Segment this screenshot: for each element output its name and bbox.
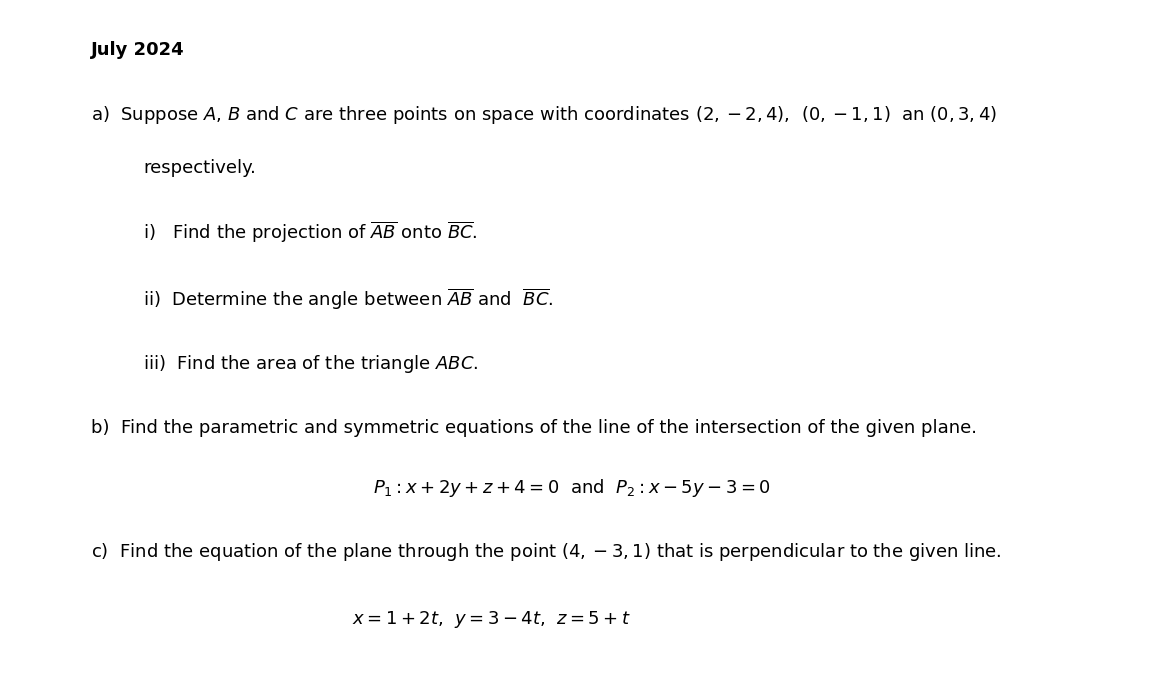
Text: $x=1+2t$,  $y=3-4t$,  $z=5+t$: $x=1+2t$, $y=3-4t$, $z=5+t$ (352, 609, 632, 630)
Text: i)   Find the projection of $\overline{AB}$ onto $\overline{BC}$.: i) Find the projection of $\overline{AB}… (143, 220, 478, 245)
Text: iii)  Find the area of the triangle $ABC$.: iii) Find the area of the triangle $ABC$… (143, 352, 479, 374)
Text: c)  Find the equation of the plane through the point $(4,-3,1)$ that is perpendi: c) Find the equation of the plane throug… (91, 541, 1001, 563)
Text: ii)  Determine the angle between $\overline{AB}$ and  $\overline{BC}$.: ii) Determine the angle between $\overli… (143, 287, 554, 313)
Text: respectively.: respectively. (143, 159, 256, 177)
Text: July 2024: July 2024 (91, 41, 184, 58)
Text: a)  Suppose $A$, $B$ and $C$ are three points on space with coordinates $(2,-2,4: a) Suppose $A$, $B$ and $C$ are three po… (91, 104, 997, 126)
Text: b)  Find the parametric and symmetric equations of the line of the intersection : b) Find the parametric and symmetric equ… (91, 418, 977, 437)
Text: $P_1: x+2y+z+4=0$  and  $P_2: x-5y-3=0$: $P_1: x+2y+z+4=0$ and $P_2: x-5y-3=0$ (373, 477, 771, 499)
